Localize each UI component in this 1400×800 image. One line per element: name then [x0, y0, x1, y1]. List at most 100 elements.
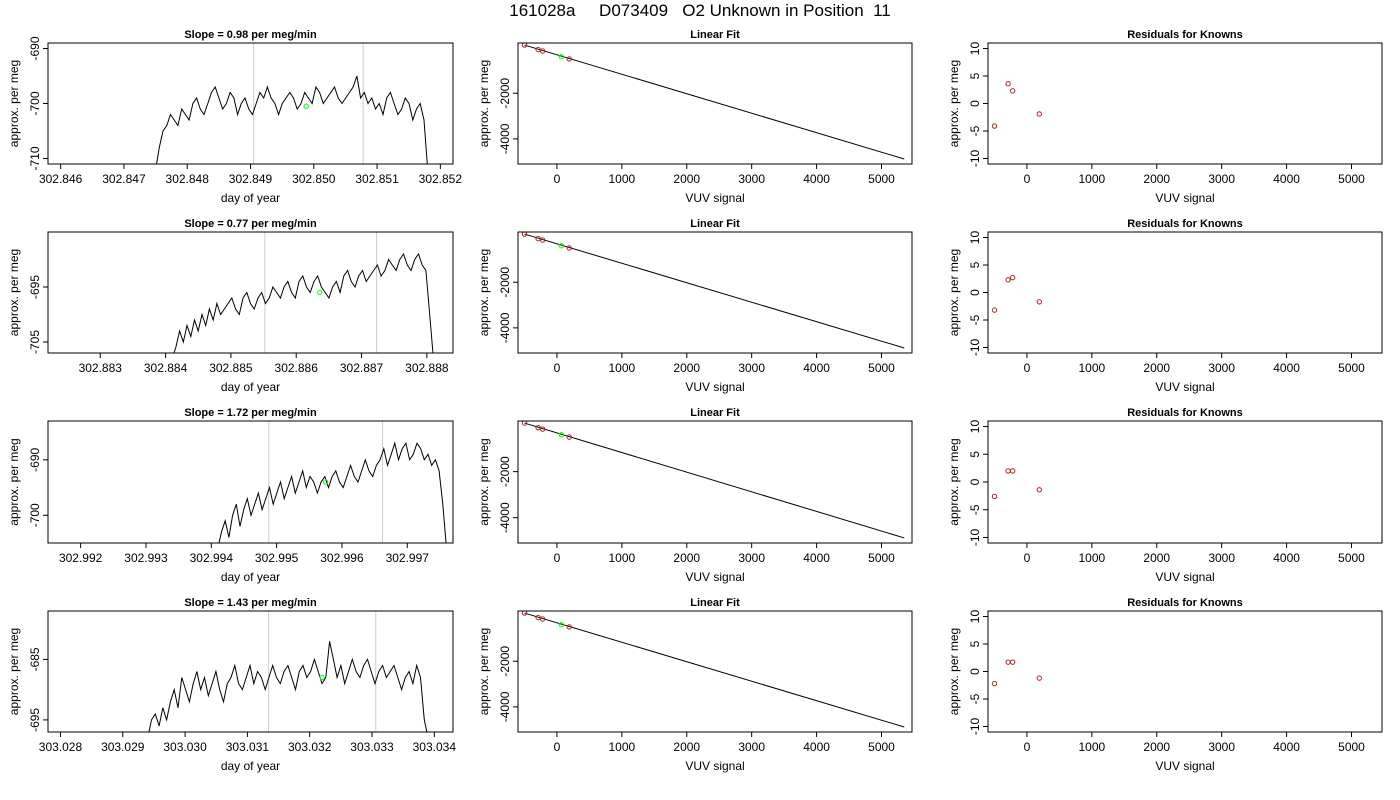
x-tick-label: 3000: [1208, 551, 1235, 565]
x-tick-label: 1000: [609, 551, 636, 565]
x-axis-label: VUV signal: [1155, 380, 1214, 394]
y-tick-label: -10: [968, 718, 982, 736]
unknown-point: [558, 621, 565, 628]
x-axis-label: VUV signal: [685, 380, 744, 394]
x-tick-label: 3000: [738, 361, 765, 375]
panel-title: Linear Fit: [690, 29, 740, 41]
known-point: [535, 46, 541, 53]
x-tick-label: 302.887: [340, 361, 384, 375]
page-title: 161028a D073409 O2 Unknown in Position 1…: [509, 1, 891, 20]
x-tick-label: 3000: [738, 551, 765, 565]
x-tick-label: 302.852: [419, 172, 463, 186]
panel-title: Slope = 0.98 per meg/min: [184, 29, 317, 41]
y-tick-label: 5: [968, 261, 982, 268]
panel-6: 302.992 302.993 302.994 302.995 302.996 302.9…: [7, 407, 454, 584]
x-tick-label: 303.029: [101, 740, 145, 754]
y-axis-label: approx. per meg: [7, 249, 21, 336]
x-tick-label: 303.031: [226, 740, 270, 754]
panel-11: 0 1000 2000 3000 4000 5000 -10 -5 0 5 10 Residuals …: [947, 597, 1383, 773]
y-tick-label: -700: [28, 91, 42, 115]
plot-frame: [517, 42, 913, 165]
x-axis-label: VUV signal: [685, 191, 744, 205]
x-axis-label: VUV signal: [1155, 759, 1214, 773]
x-tick-label: 5000: [868, 740, 895, 754]
fit-line: [524, 612, 905, 728]
x-tick-label: 4000: [1273, 172, 1300, 186]
plot-area: [991, 468, 1042, 500]
plot-area: [521, 421, 905, 539]
y-tick-label: 0: [968, 100, 982, 107]
x-tick-label: 0: [1024, 551, 1031, 565]
x-tick-label: 3000: [1208, 740, 1235, 754]
x-tick-label: 2000: [673, 361, 700, 375]
x-tick-label: 1000: [1079, 172, 1106, 186]
y-tick-label: -690: [28, 447, 42, 471]
y-axis-label: approx. per meg: [477, 249, 491, 336]
x-axis-label: VUV signal: [685, 759, 744, 773]
x-axis-label: day of year: [221, 570, 280, 584]
known-point: [1036, 111, 1042, 117]
data-series-line: [148, 641, 428, 732]
panel-title: Linear Fit: [690, 407, 740, 419]
x-tick-label: 303.030: [163, 740, 207, 754]
x-tick-label: 302.993: [124, 551, 168, 565]
x-tick-label: 303.028: [39, 740, 83, 754]
x-tick-label: 302.884: [144, 361, 188, 375]
data-series-line: [156, 75, 428, 164]
plot-area: [521, 232, 905, 349]
known-point: [539, 426, 546, 432]
x-axis-label: day of year: [221, 380, 280, 394]
plot-frame: [987, 231, 1383, 354]
known-point: [566, 434, 572, 440]
known-point: [539, 48, 546, 54]
fit-line: [524, 422, 905, 539]
known-point: [1036, 299, 1042, 305]
plot-area: [173, 232, 434, 353]
y-axis-label: approx. per meg: [947, 628, 961, 715]
x-tick-label: 302.992: [59, 551, 103, 565]
x-tick-label: 3000: [1208, 172, 1235, 186]
x-tick-label: 4000: [803, 551, 830, 565]
y-tick-label: -685: [28, 647, 42, 671]
x-tick-label: 5000: [1338, 740, 1365, 754]
known-point: [535, 614, 541, 621]
x-tick-label: 302.885: [209, 361, 253, 375]
panel-title: Slope = 1.43 per meg/min: [184, 597, 317, 609]
panel-title: Residuals for Knowns: [1127, 597, 1243, 609]
y-tick-label: 10: [968, 231, 982, 245]
plot-area: [991, 274, 1042, 313]
x-tick-label: 302.888: [405, 361, 449, 375]
plot-frame: [987, 42, 1383, 165]
y-axis-label: approx. per meg: [477, 628, 491, 715]
x-tick-label: 0: [1024, 740, 1031, 754]
known-point: [1009, 88, 1016, 94]
known-point: [991, 680, 998, 687]
unknown-point: [322, 479, 329, 485]
x-tick-label: 0: [1024, 172, 1031, 186]
y-axis-label: approx. per meg: [477, 438, 491, 525]
x-tick-label: 2000: [673, 740, 700, 754]
x-tick-label: 302.848: [166, 172, 210, 186]
x-axis-label: day of year: [221, 191, 280, 205]
plot-frame: [47, 420, 454, 544]
x-tick-label: 0: [554, 172, 561, 186]
known-point: [1036, 487, 1042, 493]
x-tick-label: 1000: [1079, 361, 1106, 375]
y-tick-label: -2000: [498, 646, 512, 677]
known-point: [1009, 274, 1016, 281]
x-tick-label: 5000: [1338, 172, 1365, 186]
x-tick-label: 302.994: [190, 551, 234, 565]
panel-9: 303.028 303.029 303.030 303.031 303.032 303.0…: [7, 597, 456, 773]
x-tick-label: 302.849: [229, 172, 273, 186]
known-point: [535, 424, 541, 431]
known-point: [535, 235, 541, 242]
y-tick-label: 0: [968, 478, 982, 485]
y-axis-label: approx. per meg: [7, 438, 21, 525]
y-tick-label: -710: [28, 146, 42, 170]
plot-frame: [987, 420, 1383, 544]
panel-8: 0 1000 2000 3000 4000 5000 -10 -5 0 5 10 Residuals …: [947, 407, 1383, 584]
y-tick-label: -2000: [498, 456, 512, 487]
x-tick-label: 2000: [1143, 172, 1170, 186]
x-tick-label: 303.033: [350, 740, 394, 754]
